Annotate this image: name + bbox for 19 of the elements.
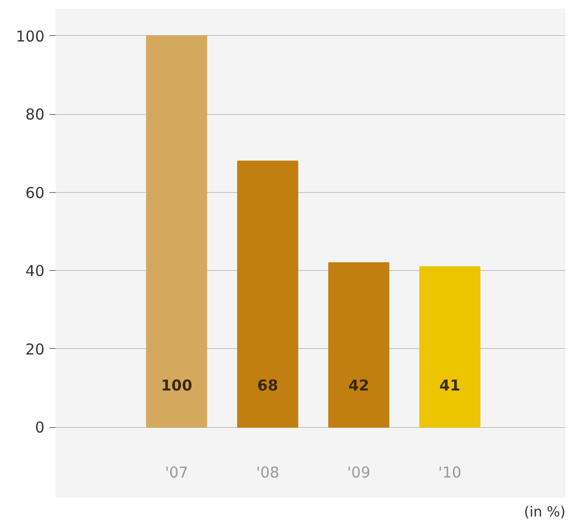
x-tick-label: '07 — [165, 464, 188, 482]
bar — [146, 35, 208, 428]
y-tick-label: 0 — [34, 418, 45, 437]
y-tick-label: 20 — [25, 340, 45, 358]
data-label: 42 — [348, 376, 370, 395]
bar — [237, 160, 298, 428]
bar — [328, 262, 390, 428]
y-tick-label: 100 — [16, 27, 45, 46]
bar — [419, 266, 480, 428]
x-tick-label: '10 — [438, 464, 462, 482]
x-tick-label: '08 — [256, 464, 280, 482]
y-tick-label: 60 — [25, 184, 45, 202]
y-tick-label: 80 — [25, 106, 45, 124]
y-tick-label: 40 — [25, 262, 45, 280]
data-label: 100 — [160, 376, 192, 395]
x-tick-label: '09 — [347, 464, 370, 482]
text: (in %) — [524, 504, 566, 520]
data-label: 68 — [257, 376, 278, 395]
data-label: 41 — [439, 376, 460, 395]
